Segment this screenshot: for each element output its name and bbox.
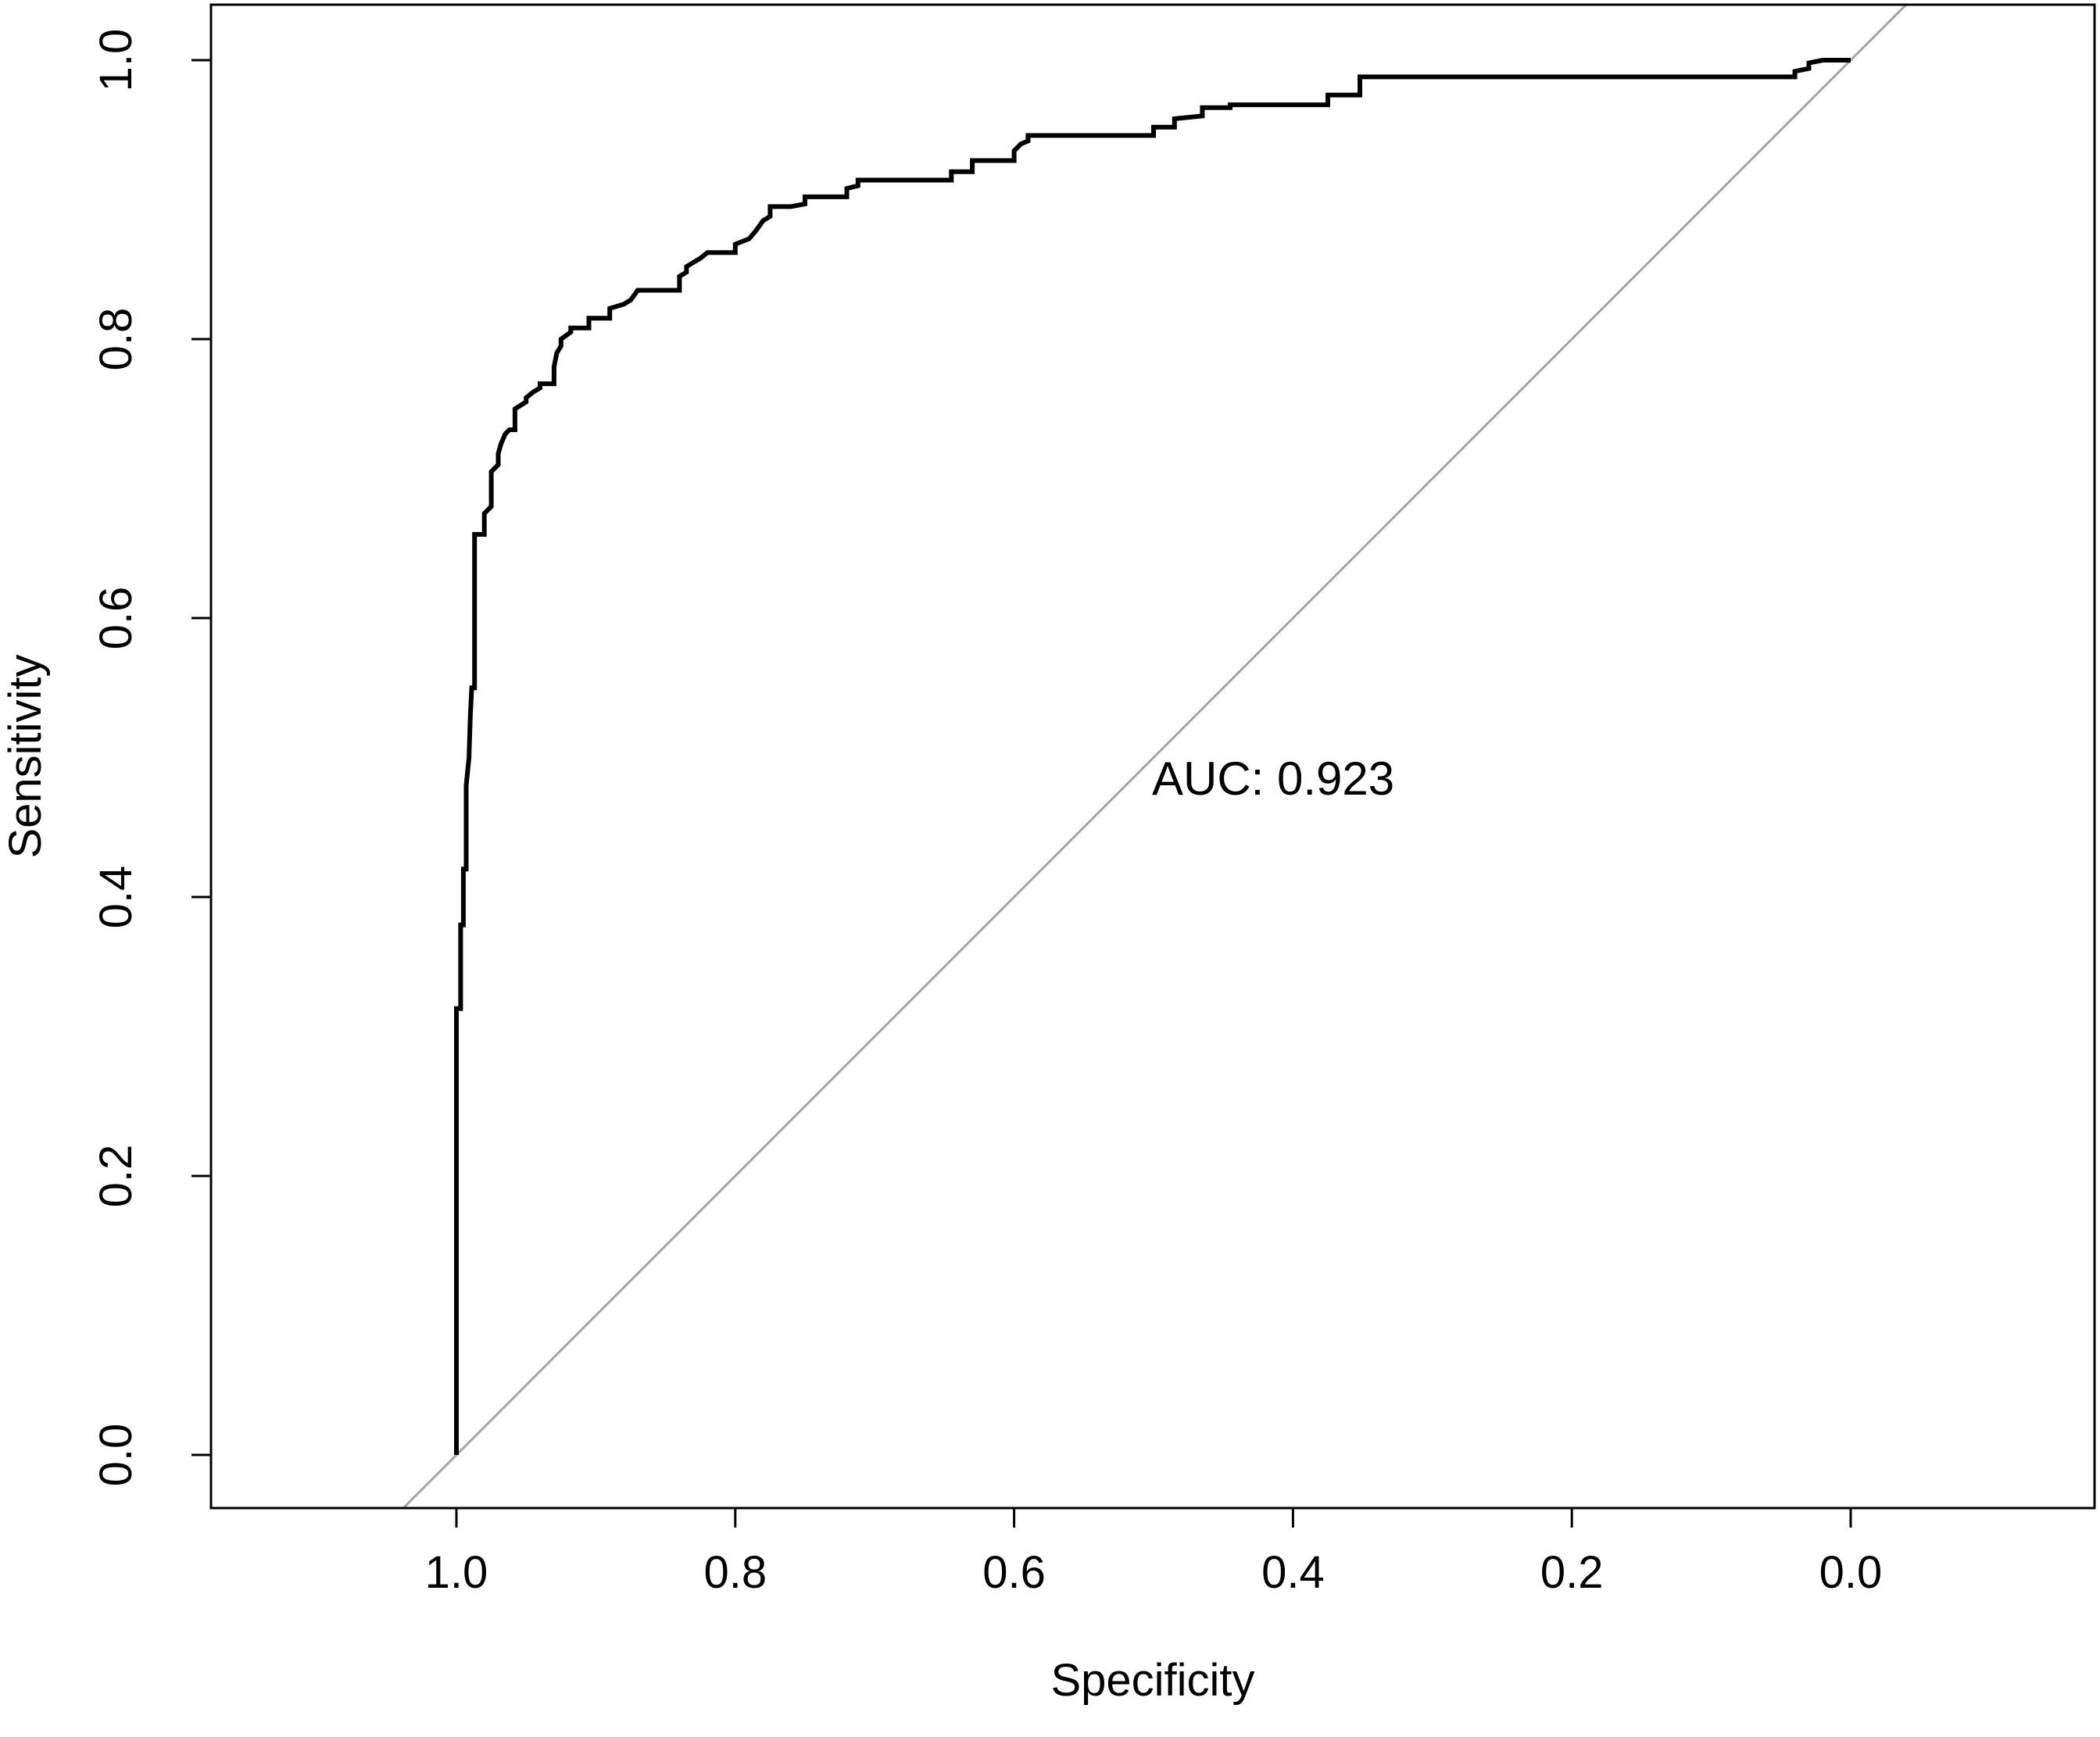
roc-curve-layer: [454, 58, 1851, 1455]
x-tick-label: 1.0: [425, 1547, 488, 1598]
x-axis-label: Specificity: [1050, 1655, 1254, 1706]
reference-diagonal-line: [401, 5, 1909, 1508]
roc-curve-line: [454, 58, 1851, 1455]
x-tick-label: 0.4: [1261, 1547, 1325, 1598]
y-axis: 0.0 0.2 0.4 0.6 0.8 1.0: [91, 29, 213, 1487]
x-tick-label: 0.6: [982, 1547, 1046, 1598]
reference-line-layer: [401, 5, 1909, 1508]
x-tick-label: 0.0: [1819, 1547, 1883, 1598]
y-tick-label: 0.8: [91, 308, 141, 371]
x-axis: 1.0 0.8 0.6 0.4 0.2 0.0: [425, 1506, 1883, 1598]
y-tick-label: 1.0: [91, 29, 141, 92]
x-tick-label: 0.8: [703, 1547, 767, 1598]
y-axis-label: Sensitivity: [0, 654, 51, 858]
x-tick-label: 0.2: [1540, 1547, 1604, 1598]
y-tick-label: 0.4: [91, 866, 141, 929]
y-tick-label: 0.6: [91, 587, 141, 650]
y-tick-label: 0.2: [91, 1145, 141, 1208]
auc-annotation: AUC: 0.923: [1152, 752, 1394, 805]
y-tick-label: 0.0: [91, 1424, 141, 1487]
